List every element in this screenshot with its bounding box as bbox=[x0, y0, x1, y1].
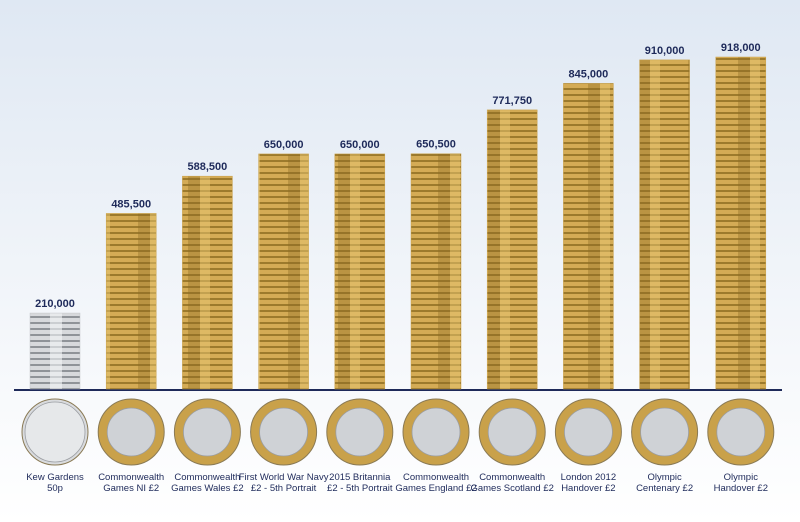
category-label: First World War Navy £2 - 5th Portrait bbox=[238, 472, 329, 494]
coin-centre bbox=[259, 407, 309, 457]
coin-centre bbox=[716, 407, 766, 457]
value-label: 588,500 bbox=[188, 161, 228, 173]
value-label: 650,500 bbox=[416, 139, 456, 151]
category-label: Olympic Handover £2 bbox=[713, 472, 768, 494]
category-label: London 2012 Handover £2 bbox=[560, 472, 617, 494]
category-label: 2015 Britannia £2 - 5th Portrait bbox=[327, 472, 393, 494]
coin-centre bbox=[24, 401, 86, 463]
category-label: Commonwealth Games Scotland £2 bbox=[470, 472, 554, 494]
coin-centre bbox=[487, 407, 537, 457]
value-label: 771,750 bbox=[492, 95, 532, 107]
coin-centre bbox=[640, 407, 689, 457]
category-label: Kew Gardens 50p bbox=[26, 472, 84, 494]
coin-stack bbox=[486, 109, 538, 390]
coin-stack bbox=[105, 213, 157, 390]
value-label: 910,000 bbox=[645, 45, 685, 57]
value-label: 918,000 bbox=[721, 42, 761, 54]
coin-stack bbox=[29, 312, 81, 390]
coin-stack bbox=[258, 153, 309, 390]
value-label: 210,000 bbox=[35, 298, 75, 310]
coin-stack bbox=[334, 153, 386, 390]
category-label: Olympic Centenary £2 bbox=[636, 472, 694, 494]
coin-centre bbox=[411, 407, 461, 457]
coin-stack bbox=[563, 83, 614, 390]
coin-stack bbox=[182, 175, 233, 390]
category-label: Commonwealth Games NI £2 bbox=[98, 472, 165, 494]
coin-centre bbox=[182, 407, 232, 457]
coin-stack bbox=[639, 59, 690, 390]
value-label: 650,000 bbox=[264, 139, 304, 151]
value-label: 485,500 bbox=[111, 198, 151, 210]
coin-centre bbox=[335, 407, 385, 457]
coin-stack bbox=[715, 56, 767, 390]
category-label: Commonwealth Games Wales £2 bbox=[171, 472, 244, 494]
coin-centre bbox=[564, 407, 613, 457]
value-label: 845,000 bbox=[569, 68, 609, 80]
category-label: Commonwealth Games England £2 bbox=[395, 472, 477, 494]
coin-stack bbox=[410, 153, 462, 390]
coin-centre bbox=[106, 407, 156, 457]
value-label: 650,000 bbox=[340, 139, 380, 151]
